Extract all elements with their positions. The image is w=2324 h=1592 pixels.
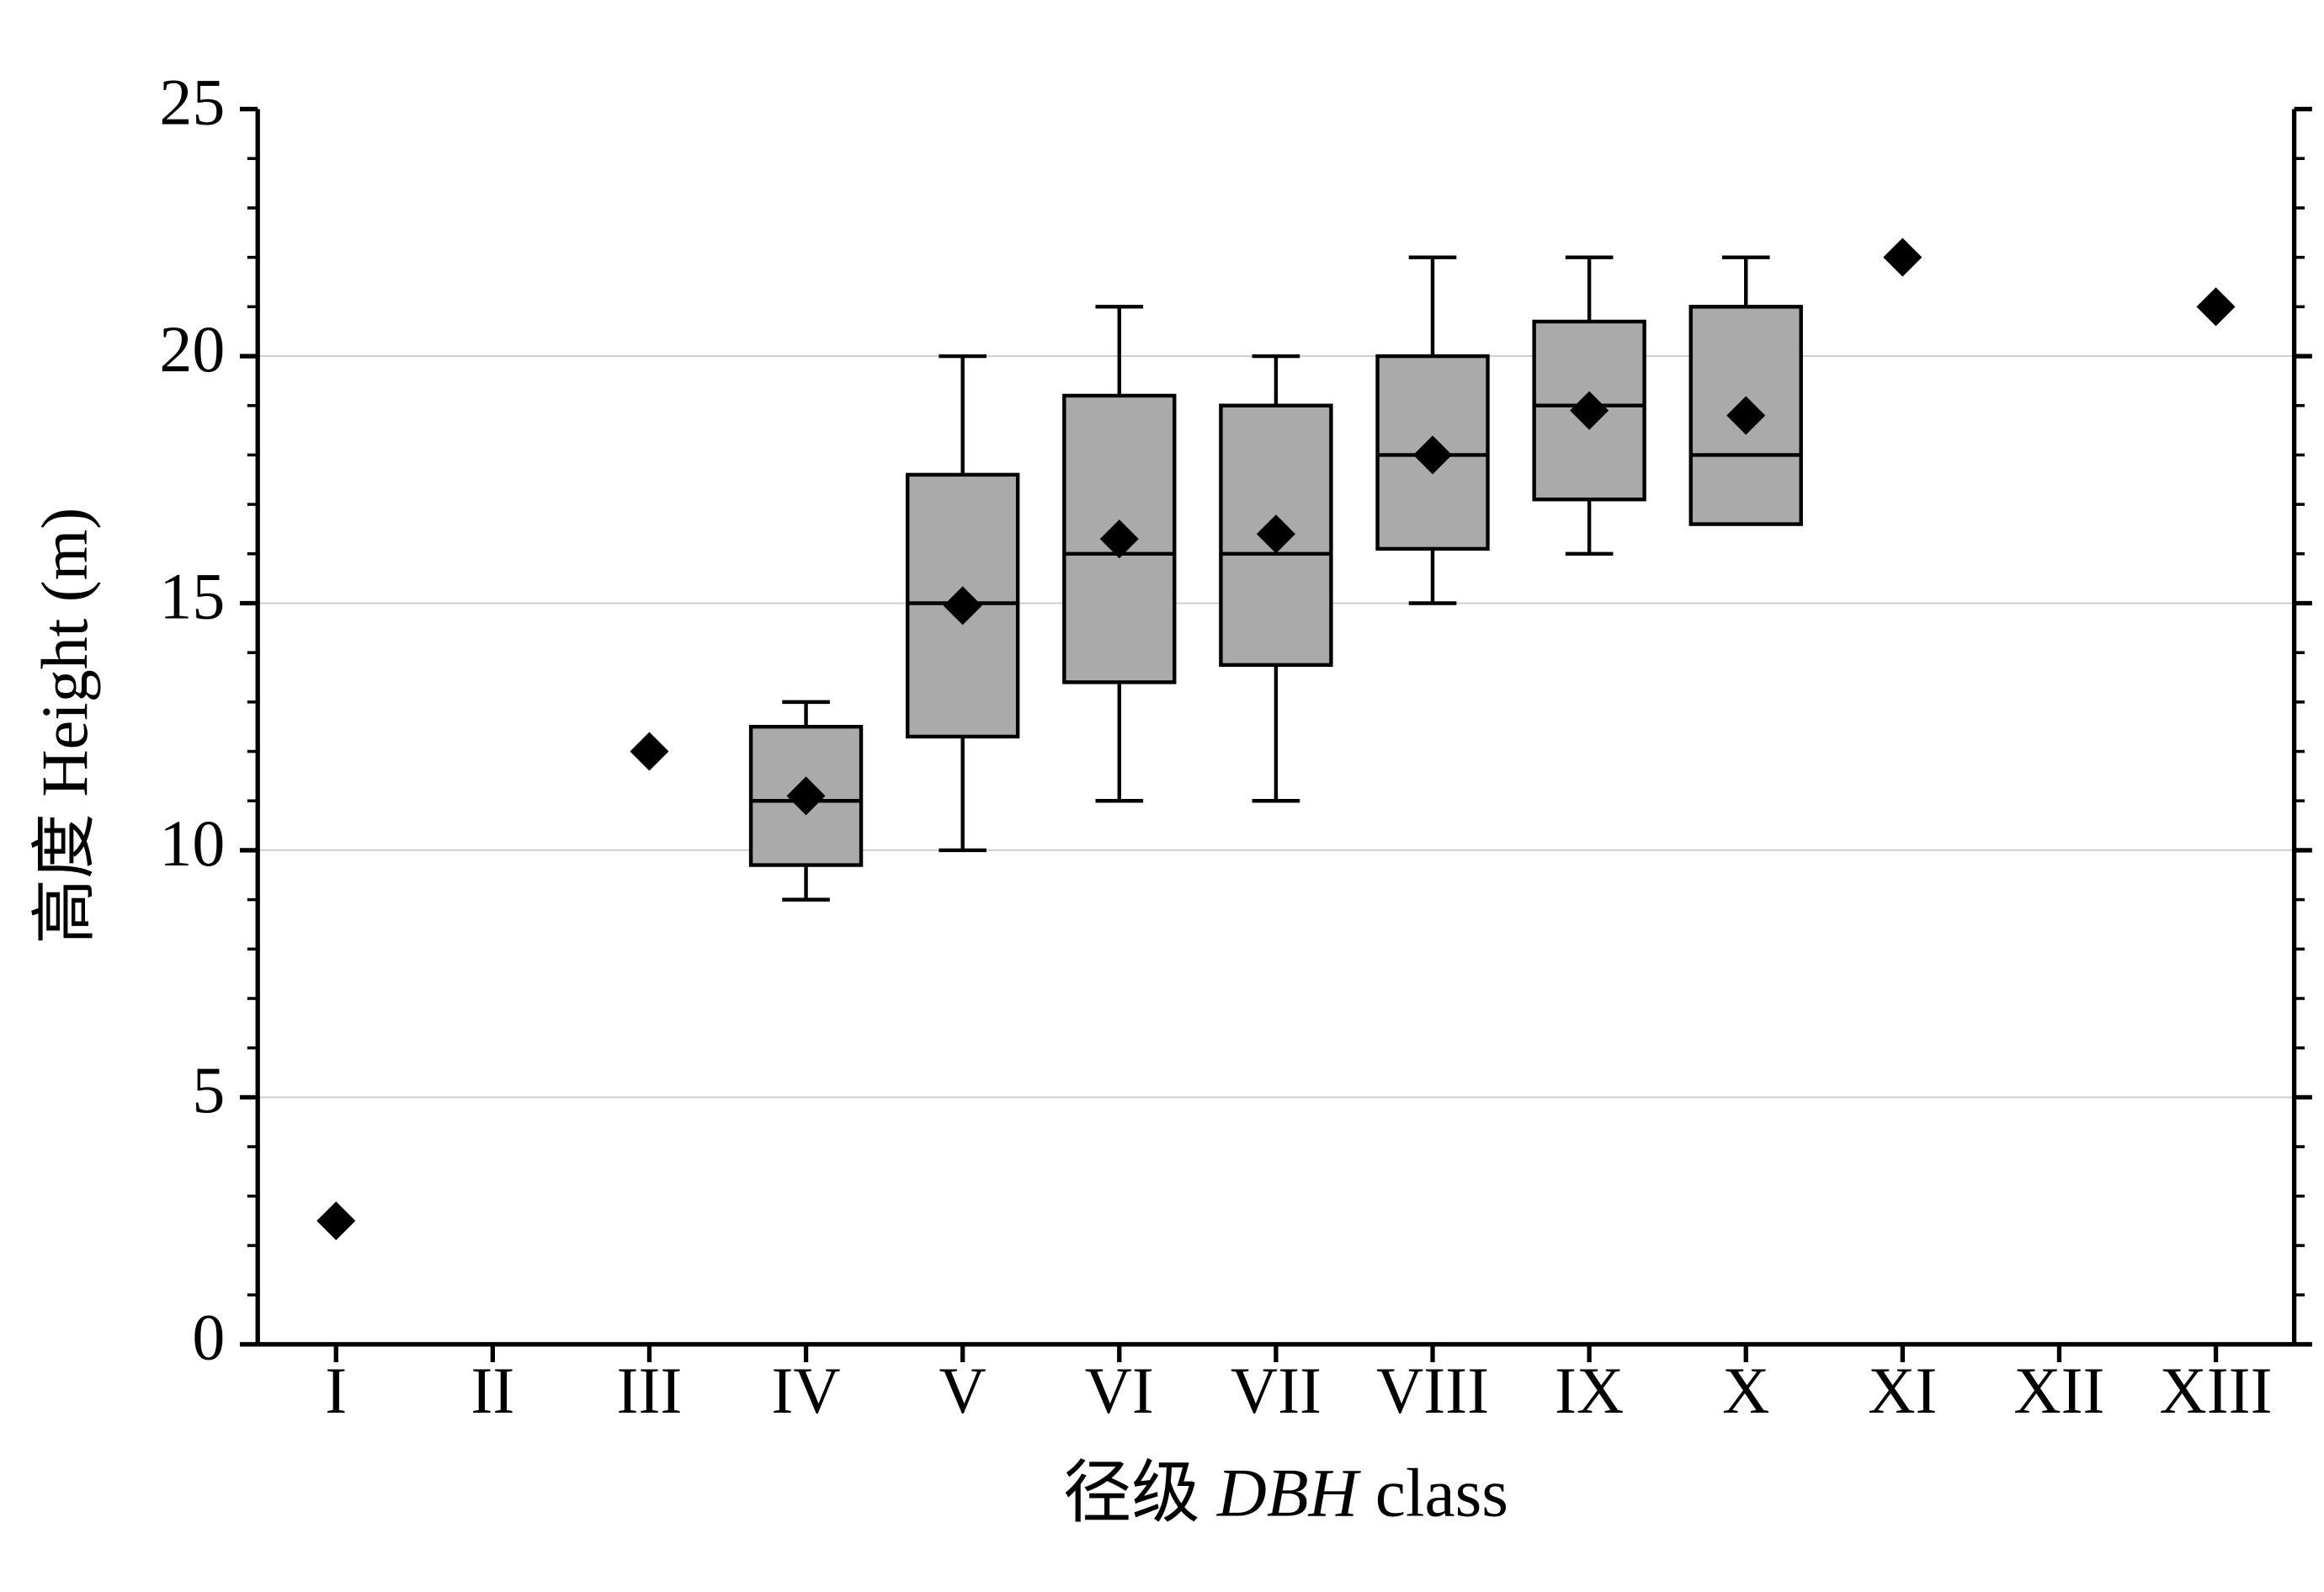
y-axis-label: 高度 Height (m) (29, 508, 101, 945)
y-tick-label: 0 (192, 1302, 225, 1374)
y-tick-label: 10 (159, 807, 225, 880)
y-tick-label: 20 (159, 313, 225, 386)
x-tick-label: VI (1085, 1355, 1154, 1427)
box (748, 724, 864, 867)
y-tick-label: 15 (159, 560, 225, 632)
x-label-part: DBH (1216, 1454, 1362, 1531)
mean-marker (1099, 519, 1139, 559)
mean-marker (1726, 396, 1766, 435)
x-tick-label: XIII (2160, 1355, 2273, 1427)
mean-marker (630, 732, 669, 771)
x-tick-label: X (1722, 1355, 1769, 1427)
x-tick-label: V (939, 1355, 987, 1427)
x-tick-label: XI (1868, 1355, 1937, 1427)
x-tick-label: II (471, 1355, 514, 1427)
x-tick-label: III (617, 1355, 683, 1427)
mean-marker (1883, 237, 1922, 277)
x-tick-label: I (325, 1355, 347, 1427)
x-axis-label: 径级 DBH class (1063, 1454, 1508, 1531)
x-label-part: 径级 (1063, 1454, 1200, 1531)
mean-marker (1570, 391, 1609, 430)
x-tick-label: IX (1555, 1355, 1624, 1427)
x-tick-label: IV (771, 1355, 840, 1427)
x-tick-label: VII (1231, 1355, 1322, 1427)
y-tick-label: 5 (192, 1054, 225, 1126)
mean-marker (786, 776, 826, 816)
mean-marker (2196, 287, 2236, 327)
x-label-part: class (1375, 1454, 1508, 1531)
x-tick-label: VIII (1376, 1355, 1489, 1427)
mean-marker (316, 1201, 356, 1241)
x-tick-label: XII (2013, 1355, 2104, 1427)
y-tick-label: 25 (159, 66, 225, 138)
